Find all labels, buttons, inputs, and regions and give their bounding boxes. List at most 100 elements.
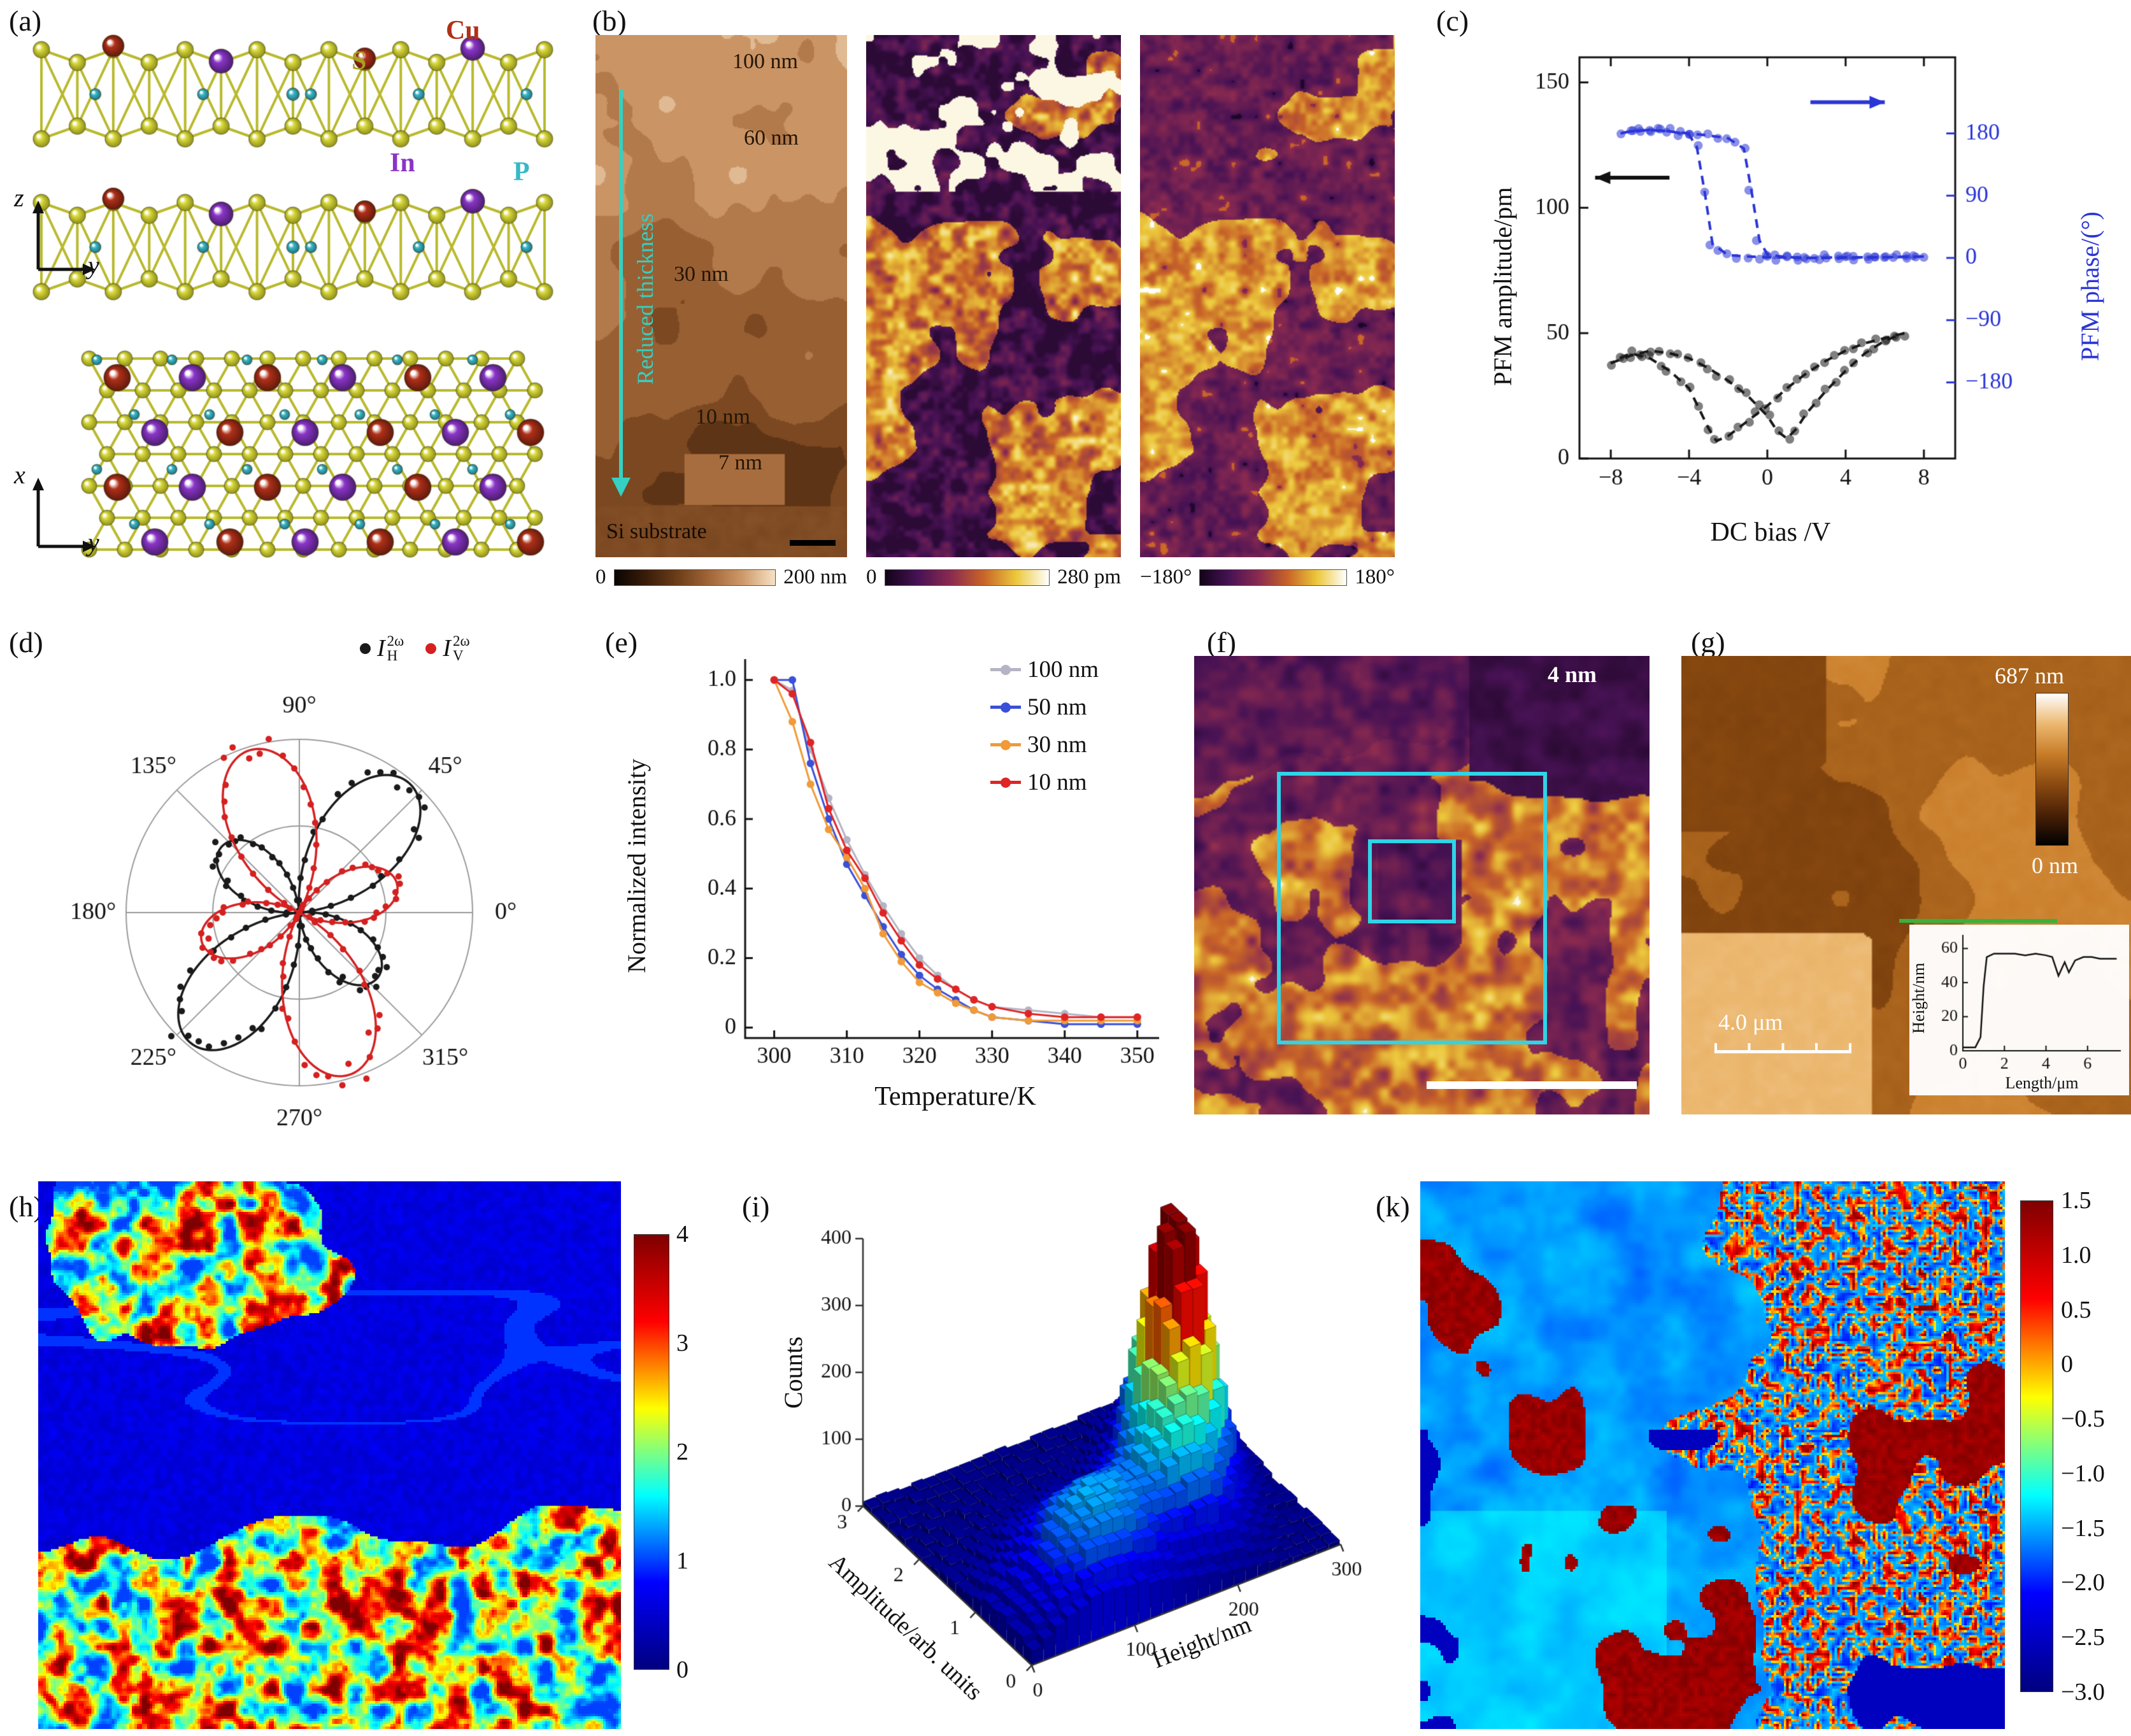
colorbar-topo-gradient — [613, 569, 776, 586]
k-colorbar-ticks: 1.5 1.0 0.5 0 −0.5 −1.0 −1.5 −2.0 −2.5 −… — [2061, 1187, 2125, 1705]
colorbar-topo-min: 0 — [595, 566, 606, 588]
inset-ylabel: Height/nm — [1909, 962, 1928, 1034]
histogram-3d-chart — [764, 1181, 1427, 1736]
colorbar-amplitude-gradient — [884, 569, 1050, 586]
e-legend: 100 nm 50 nm 30 nm 10 nm — [990, 656, 1099, 796]
analysis-map-k — [1420, 1181, 2005, 1729]
thickness-label-100nm: 100 nm — [732, 50, 798, 73]
atom-label-cu: Cu — [446, 16, 480, 45]
legend-supsub-ih: 2ω H — [387, 634, 404, 664]
k-tick-7: −2.0 — [2061, 1569, 2105, 1597]
legend-label-50nm: 50 nm — [1027, 694, 1087, 720]
atom-label-p: P — [513, 157, 530, 187]
k-tick-2: 0.5 — [2061, 1296, 2092, 1323]
legend-item-ih: I 2ω H — [360, 634, 404, 664]
legend-item-10nm: 10 nm — [990, 769, 1099, 796]
h-tick-3: 3 — [676, 1330, 688, 1356]
legend-label-10nm: 10 nm — [1027, 769, 1087, 795]
panel-f-label: (f) — [1207, 626, 1236, 658]
axis-letter-y2: y — [88, 528, 99, 557]
substrate-label: Si substrate — [606, 520, 707, 543]
legend-item-100nm: 100 nm — [990, 656, 1099, 683]
colorbar-phase-gradient — [1199, 569, 1348, 586]
shg-intensity-map — [38, 1181, 621, 1729]
k-tick-9: −3.0 — [2061, 1679, 2105, 1705]
k-tick-0: 1.5 — [2061, 1187, 2092, 1214]
legend-dot-30nm — [1001, 739, 1011, 750]
thickness-label-10nm: 10 nm — [695, 405, 750, 429]
c-ylabel-left: PFM amplitude/pm — [1488, 187, 1517, 387]
written-area-inner-box — [1368, 839, 1456, 923]
k-tick-8: −2.5 — [2061, 1624, 2105, 1651]
reduced-thickness-label: Reduced thickness — [632, 213, 658, 385]
colorbar-amplitude: 0 280 pm — [866, 566, 1121, 589]
axis-letter-y: y — [88, 251, 99, 280]
i-zlabel: Counts — [779, 1336, 808, 1409]
g-colorbar-max: 687 nm — [1995, 663, 2065, 688]
legend-dot-10nm — [1001, 777, 1011, 788]
f-annotation: 4 nm — [1548, 662, 1597, 687]
pfm-written-domains-image — [1194, 656, 1650, 1114]
legend-dot-100nm — [1001, 664, 1011, 675]
e-ylabel: Normalized intensity — [622, 758, 651, 974]
colorbar-phase: −180° 180° — [1140, 566, 1395, 589]
k-tick-5: −1.0 — [2061, 1460, 2105, 1487]
shg-polar-plot — [25, 640, 573, 1175]
g-colorbar-min: 0 nm — [2032, 853, 2079, 878]
colorbar-phase-max: 180° — [1355, 566, 1395, 588]
shg-legend: I 2ω H I 2ω V — [360, 634, 470, 664]
colorbar-phase-min: −180° — [1140, 566, 1192, 588]
legend-marker-iv — [425, 643, 437, 654]
afm-topography-image — [595, 35, 847, 557]
axes-arrows-icon — [32, 201, 96, 275]
inset-xlabel: Length/μm — [2005, 1074, 2079, 1092]
thickness-label-60nm: 60 nm — [744, 126, 799, 150]
height-profile-chart — [1909, 925, 2129, 1093]
k-tick-6: −1.5 — [2061, 1514, 2105, 1542]
axes-arrows-icon — [32, 478, 96, 552]
legend-item-30nm: 30 nm — [990, 731, 1099, 758]
colorbar-topo: 0 200 nm — [595, 566, 847, 589]
height-profile-inset: Height/nm Length/μm — [1909, 925, 2129, 1095]
intensity-temperature-chart — [650, 637, 1178, 1134]
legend-symbol-ih: I — [377, 635, 385, 662]
e-xlabel: Temperature/K — [874, 1082, 1036, 1111]
reduced-thickness-arrow-line — [619, 89, 623, 479]
legend-marker-ih — [360, 643, 371, 654]
legend-supsub-iv: 2ω V — [453, 634, 470, 664]
h-colorbar-ticks: 4 3 2 1 0 — [676, 1221, 727, 1683]
reduced-thickness-arrow-head — [611, 478, 631, 497]
colorbar-topo-max: 200 nm — [783, 566, 847, 588]
g-colorbar — [2035, 693, 2069, 846]
atom-label-s: S — [352, 46, 367, 76]
colorbar-amplitude-max: 280 pm — [1057, 566, 1121, 588]
legend-sup-iv: 2ω — [452, 633, 470, 649]
legend-label-100nm: 100 nm — [1027, 657, 1099, 683]
k-tick-3: 0 — [2061, 1351, 2073, 1378]
thickness-label-7nm: 7 nm — [718, 451, 762, 474]
h-tick-0: 0 — [676, 1656, 688, 1683]
c-ylabel-right: PFM phase/(°) — [2076, 211, 2104, 362]
h-colorbar — [634, 1234, 669, 1670]
axis-letter-z: z — [14, 183, 24, 212]
scalebar-f — [1427, 1081, 1637, 1089]
g-scalebar-ruler — [1714, 1043, 1851, 1053]
pfm-phase-image — [1140, 35, 1395, 557]
scalebar-b — [790, 540, 836, 546]
panel-b-label: (b) — [592, 4, 627, 37]
thickness-label-30nm: 30 nm — [674, 262, 729, 286]
panel-g-label: (g) — [1691, 626, 1725, 658]
pfm-hysteresis-chart — [1484, 19, 2057, 560]
atom-label-in: In — [390, 148, 415, 178]
panel-h-label: (h) — [9, 1190, 43, 1223]
g-scalebar-label: 4.0 μm — [1718, 1009, 1783, 1035]
k-tick-1: 1.0 — [2061, 1241, 2092, 1269]
k-colorbar — [2020, 1200, 2053, 1692]
legend-sup-ih: 2ω — [387, 633, 404, 649]
profile-line — [1899, 919, 2057, 923]
panel-e-label: (e) — [605, 626, 638, 658]
written-area-outer-box — [1277, 772, 1547, 1044]
colorbar-amplitude-min: 0 — [866, 566, 877, 588]
legend-symbol-iv: I — [443, 635, 451, 662]
